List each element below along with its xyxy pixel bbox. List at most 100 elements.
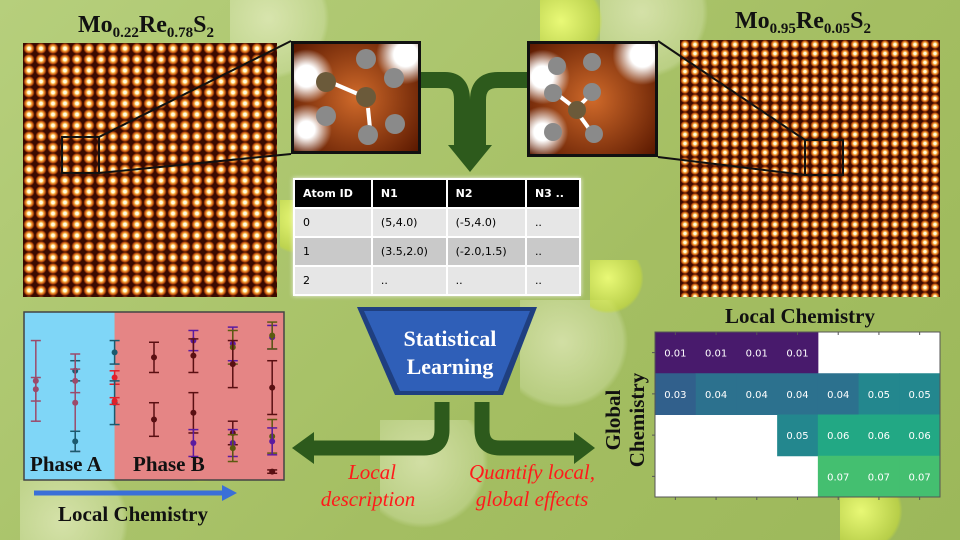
heatmap-cell-label: 0.07: [868, 472, 890, 483]
stem-image-right: [680, 40, 940, 297]
heatmap-cell: [858, 373, 900, 415]
heatmap-cell-label: 0.06: [827, 431, 849, 442]
error-bar-point: [267, 427, 278, 456]
heatmap-cell-label: 0.01: [705, 349, 727, 360]
heatmap-ylabel-line2: Chemistry: [625, 372, 649, 467]
error-bar-point: [109, 396, 120, 406]
arrow-left-icon: [292, 432, 314, 464]
errorbar-chart: Phase A Phase B: [23, 311, 285, 481]
table-row: 1 (3.5,2.0) (-2.0,1.5) ..: [293, 236, 582, 267]
heatmap-cell: [777, 373, 819, 415]
inset-atoms-left: [316, 49, 405, 145]
error-bar-point: [149, 401, 159, 438]
heatmap-cell-label: 0.04: [705, 390, 727, 401]
table-cell: 2: [293, 265, 373, 296]
error-bar-point: [227, 339, 238, 389]
heatmap-chart: 0.01 0.01 0.01 0.01 0.03 0.04 0.04 0.04 0.04 0.05…: [601, 304, 941, 500]
output-local-line2: description: [321, 487, 416, 511]
table-cell: ..: [370, 265, 448, 296]
heatmap-cell-label: 0.05: [786, 431, 808, 442]
left-sample-title: Mo0.22Re0.78S2: [78, 12, 214, 41]
heatmap-cell: [736, 332, 778, 374]
heatmap-cell: [899, 373, 941, 415]
heatmap-cell-label: 0.05: [868, 390, 890, 401]
heatmap-cell-label: 0.06: [868, 431, 890, 442]
table-header-row: Atom ID N1 N2 N3 ..: [293, 178, 582, 209]
table-cell: 0: [293, 207, 373, 238]
errorbar-xlabel: Local Chemistry: [58, 502, 208, 526]
table-cell: 1: [293, 236, 373, 267]
heatmap-cell: [777, 414, 819, 457]
table-cell: ..: [524, 265, 582, 296]
zoom-box-left: [61, 136, 100, 174]
heatmap-frame: [654, 331, 941, 498]
heatmap-cell: [695, 332, 737, 374]
error-bar-point: [267, 359, 278, 416]
heatmap-cell-label: 0.01: [746, 349, 768, 360]
heatmap-cell-label: 0.05: [909, 390, 931, 401]
funnel-label-2: Learning: [407, 354, 494, 379]
heatmap-cell-label: 0.04: [746, 390, 768, 401]
error-bar-point: [149, 341, 159, 374]
right-sample-title: Mo0.95Re0.05S2: [735, 8, 871, 37]
merge-arrow: [421, 72, 527, 150]
table-row: 0 (5,4.0) (-5,4.0) ..: [293, 207, 582, 238]
heatmap-cell-label: 0.07: [827, 472, 849, 483]
arrow-right-icon: [574, 432, 595, 464]
zoom-box-right: [804, 139, 844, 176]
stem-image-left: [23, 43, 277, 297]
phase-b-label: Phase B: [133, 452, 205, 476]
heatmap-cell: [695, 373, 737, 415]
heatmap-cell: [858, 455, 900, 498]
error-bar-point: [188, 391, 199, 434]
heatmap-cell: [817, 455, 860, 498]
heatmap-cell-label: 0.07: [909, 472, 931, 483]
error-bar-point: [70, 430, 81, 453]
table-cell: (-2.0,1.5): [445, 236, 527, 267]
table-cell: (3.5,2.0): [370, 236, 448, 267]
heatmap-cell: [655, 332, 697, 374]
table-cell: ..: [524, 207, 582, 238]
heatmap-cell-label: 0.01: [664, 349, 686, 360]
error-bar-point: [30, 376, 41, 402]
heatmap-cell: [777, 332, 819, 374]
table-cell: ..: [524, 236, 582, 267]
funnel-label-1: Statistical: [404, 326, 497, 351]
output-local-line1: Local: [347, 460, 396, 484]
heatmap-cell: [817, 373, 860, 415]
heatmap-cell-label: 0.03: [664, 390, 686, 401]
table-row: 2 .. .. ..: [293, 265, 582, 296]
error-bar-point: [188, 338, 199, 374]
error-bar-point: [267, 468, 278, 475]
table-cell: ..: [445, 265, 527, 296]
heatmap-cell: [655, 373, 697, 415]
heatmap-cell: [899, 414, 941, 457]
arrow-right-icon: [222, 485, 237, 501]
heatmap-cell: [817, 414, 860, 457]
heatmap-cell-label: 0.06: [909, 431, 931, 442]
heatmap-cell: [736, 373, 778, 415]
error-bar-point: [227, 433, 238, 463]
output-quantify-line1: Quantify local,: [469, 460, 595, 484]
table-header: N1: [370, 178, 448, 209]
output-quantify-line2: global effects: [476, 487, 589, 511]
arrow-down-icon: [448, 145, 492, 172]
heatmap-cell-label: 0.01: [786, 349, 808, 360]
zoom-lines: [61, 40, 844, 176]
table-cell: (-5,4.0): [445, 207, 527, 238]
split-arrows: [310, 402, 578, 456]
table-header: N3 ..: [524, 178, 582, 209]
error-bar-point: [267, 321, 278, 350]
error-bar-point: [109, 339, 120, 365]
heatmap-cell-label: 0.04: [827, 390, 849, 401]
heatmap-xlabel: Local Chemistry: [725, 304, 875, 328]
table-header: Atom ID: [293, 178, 373, 209]
heatmap-cell-label: 0.04: [786, 390, 808, 401]
table-cell: (5,4.0): [370, 207, 448, 238]
zoom-inset-left: [291, 41, 421, 154]
phase-a-label: Phase A: [30, 452, 103, 476]
heatmap-ylabel: GlobalChemistry: [601, 372, 649, 467]
table-header: N2: [445, 178, 527, 209]
inset-atoms-right: [544, 53, 603, 143]
